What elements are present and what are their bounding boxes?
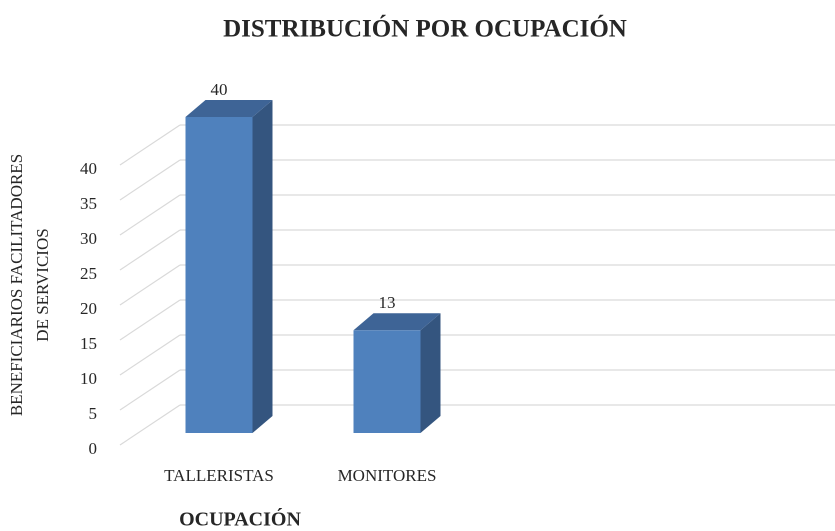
grid-line <box>119 334 181 376</box>
data-label: 40 <box>211 80 228 99</box>
y-tick-label: 35 <box>80 194 97 213</box>
chart-title: DISTRIBUCIÓN POR OCUPACIÓN <box>223 15 627 43</box>
bar-side <box>420 313 441 433</box>
grid-line <box>119 229 181 271</box>
y-tick-label: 5 <box>89 404 98 423</box>
x-axis-label: OCUPACIÓN <box>179 507 301 531</box>
grid-line <box>119 159 181 201</box>
y-tick-label: 30 <box>80 229 97 248</box>
y-tick-label: 10 <box>80 369 97 388</box>
grid-line <box>119 264 181 306</box>
bar <box>185 117 253 433</box>
grid-line <box>119 124 181 166</box>
y-tick-label: 20 <box>80 299 97 318</box>
y-axis-label: BENEFICIARIOS FACILITADORES <box>7 154 26 416</box>
grid-line <box>119 369 181 411</box>
data-label: 13 <box>379 293 396 312</box>
y-tick-label: 0 <box>89 439 98 458</box>
y-tick-label: 25 <box>80 264 97 283</box>
y-tick-label: 40 <box>80 159 97 178</box>
x-tick-label: MONITORES <box>338 466 437 485</box>
bar-top <box>353 313 441 331</box>
bar <box>353 330 421 433</box>
x-tick-label: TALLERISTAS <box>164 466 274 485</box>
bar-side <box>252 100 273 433</box>
grid-line <box>119 404 181 446</box>
grid-line <box>119 299 181 341</box>
bar-top <box>185 100 273 117</box>
y-axis-label: DE SERVICIOS <box>33 228 52 341</box>
grid-line <box>119 194 181 236</box>
y-tick-label: 15 <box>80 334 97 353</box>
